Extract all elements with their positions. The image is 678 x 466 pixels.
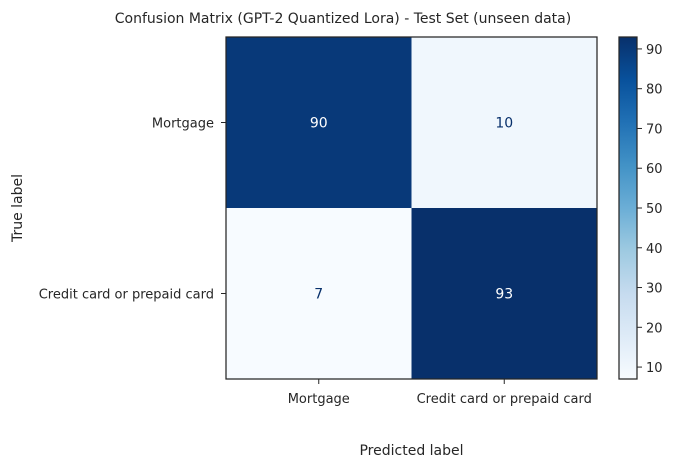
y-tick-labels: Mortgage Credit card or prepaid card: [39, 117, 226, 303]
cell-value-label: 10: [495, 116, 513, 132]
x-tick-label: Mortgage: [288, 392, 350, 407]
cell-value-label: 7: [314, 287, 323, 303]
x-tick-labels: Mortgage Credit card or prepaid card: [288, 379, 592, 407]
colorbar-tick-label: 90: [646, 43, 663, 58]
x-axis-label: Predicted label: [359, 443, 463, 459]
colorbar-tick-label: 60: [646, 162, 663, 177]
colorbar-ticks: 10 20 30 40 50 60 70 80 90: [637, 43, 663, 376]
colorbar-tick-label: 40: [646, 242, 663, 257]
heatmap-cell: [226, 37, 412, 208]
colorbar: [618, 36, 638, 380]
colorbar-tick-label: 70: [646, 122, 663, 137]
heatmap-cell: [411, 37, 597, 208]
colorbar-tick-label: 20: [646, 321, 663, 336]
y-tick-label: Credit card or prepaid card: [39, 288, 214, 303]
cell-value-label: 93: [495, 287, 513, 303]
colorbar-tick-label: 30: [646, 282, 663, 297]
x-tick-label: Credit card or prepaid card: [417, 392, 592, 407]
heatmap-cell: [226, 208, 412, 379]
colorbar-tick-label: 80: [646, 83, 663, 98]
y-tick-label: Mortgage: [152, 117, 214, 132]
y-axis-label: True label: [10, 174, 26, 243]
chart-title: Confusion Matrix (GPT-2 Quantized Lora) …: [115, 11, 571, 27]
colorbar-tick-label: 10: [646, 361, 663, 376]
colorbar-tick-label: 50: [646, 202, 663, 217]
heatmap-cell: [411, 208, 597, 379]
plot-frame: [225, 36, 598, 380]
cell-value-label: 90: [310, 116, 328, 132]
heatmap-cells: 90 10 7 93: [226, 37, 597, 379]
